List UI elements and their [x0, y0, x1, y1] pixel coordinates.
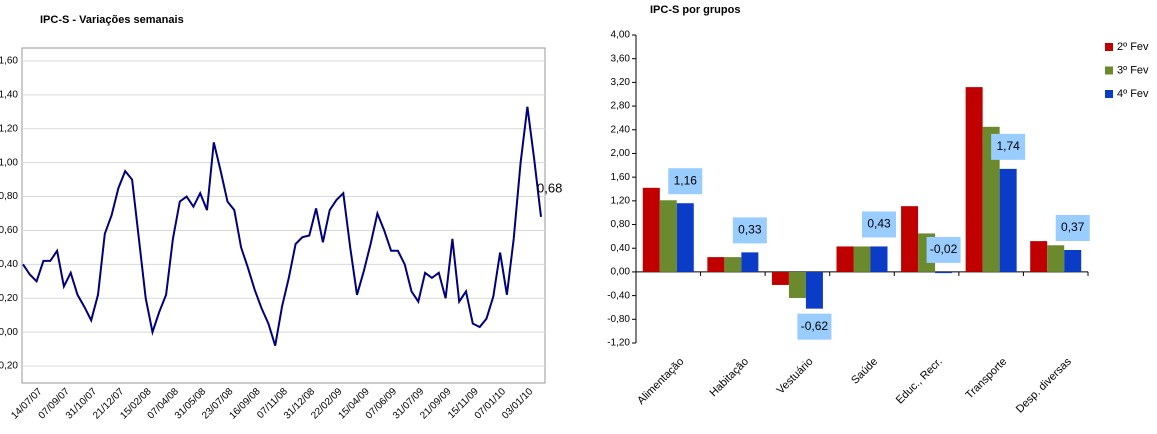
- bar: [999, 168, 1017, 272]
- y-tick-label: 4,00: [611, 30, 631, 41]
- bar: [788, 271, 806, 298]
- y-tick-label: 0,80: [0, 191, 18, 202]
- bar: [1064, 250, 1082, 272]
- bar: [771, 271, 789, 285]
- y-tick-label: 3,60: [611, 53, 631, 64]
- chart-title: IPC-S por grupos: [650, 4, 740, 16]
- y-tick-label: -0,80: [607, 314, 630, 325]
- bar: [1030, 241, 1048, 272]
- bar: [741, 252, 759, 272]
- bar: [870, 246, 888, 272]
- x-tick-label: 03/01/10: [500, 386, 536, 422]
- y-tick-label: 0,20: [0, 293, 18, 304]
- y-tick-label: -0,20: [0, 361, 18, 372]
- data-label-box: [926, 236, 961, 263]
- y-tick-label: 1,20: [0, 123, 18, 134]
- data-label: 1,74: [996, 139, 1020, 153]
- data-label-box: [991, 133, 1026, 160]
- x-tick-label: Transporte: [964, 356, 1010, 402]
- bar: [982, 126, 1000, 272]
- legend-label: 4º Fev: [1117, 88, 1149, 100]
- y-tick-label: 0,00: [0, 327, 18, 338]
- y-tick-label: 0,00: [611, 267, 631, 278]
- y-tick-label: 2,00: [611, 148, 631, 159]
- data-label-box: [732, 217, 767, 244]
- x-tick-label: Alimentação: [635, 356, 686, 407]
- bar: [853, 246, 871, 272]
- bar: [965, 87, 983, 272]
- y-tick-label: 1,60: [0, 56, 18, 67]
- data-label-box: [1055, 215, 1090, 242]
- y-tick-label: 0,80: [611, 219, 631, 230]
- bar: [935, 271, 953, 274]
- bar: [901, 206, 919, 272]
- data-label: -0,62: [801, 319, 829, 333]
- data-label: 1,16: [674, 173, 698, 187]
- data-label: 0,68: [537, 180, 562, 195]
- y-tick-label: 3,20: [611, 77, 631, 88]
- y-tick-label: 2,40: [611, 124, 631, 135]
- legend-swatch: [1105, 90, 1113, 98]
- plot-area: [21, 47, 546, 384]
- bar: [659, 200, 677, 272]
- legend-swatch: [1105, 43, 1113, 51]
- y-tick-label: 1,60: [611, 172, 631, 183]
- line-series: [22, 106, 542, 346]
- legend-label: 2º Fev: [1117, 41, 1149, 53]
- bar: [836, 246, 854, 272]
- y-tick-label: 1,20: [611, 195, 631, 206]
- y-tick-label: 0,40: [0, 259, 18, 270]
- bar: [1047, 245, 1065, 272]
- bar: [724, 257, 742, 272]
- bar: [676, 203, 694, 272]
- data-label: -0,02: [930, 242, 958, 256]
- y-tick-label: 2,80: [611, 101, 631, 112]
- legend-label: 3º Fev: [1117, 64, 1149, 76]
- y-tick-label: -0,40: [607, 290, 630, 301]
- chart-title: IPC-S - Variações semanais: [40, 14, 184, 26]
- y-tick-label: -1,20: [607, 338, 630, 349]
- x-tick-label: Desp. diversas: [1014, 355, 1074, 415]
- x-tick-label: Educ., Recr.: [894, 356, 945, 407]
- x-tick-label: Habitação: [708, 356, 752, 400]
- legend-swatch: [1105, 66, 1113, 75]
- data-label: 0,33: [738, 223, 762, 237]
- bar: [642, 187, 660, 272]
- data-label-box: [797, 313, 832, 340]
- y-tick-label: 1,00: [0, 157, 18, 168]
- data-label-box: [862, 211, 896, 238]
- data-label: 0,37: [1061, 220, 1085, 234]
- bar: [707, 257, 725, 272]
- bar: [805, 271, 823, 309]
- y-tick-label: 0,40: [611, 243, 631, 254]
- data-label-box: [668, 168, 703, 195]
- x-tick-label: Vestuário: [775, 356, 816, 397]
- y-tick-label: 0,60: [0, 225, 18, 236]
- x-tick-label: Saúde: [849, 356, 880, 387]
- data-label: 0,43: [867, 217, 891, 231]
- y-tick-label: 1,40: [0, 90, 18, 101]
